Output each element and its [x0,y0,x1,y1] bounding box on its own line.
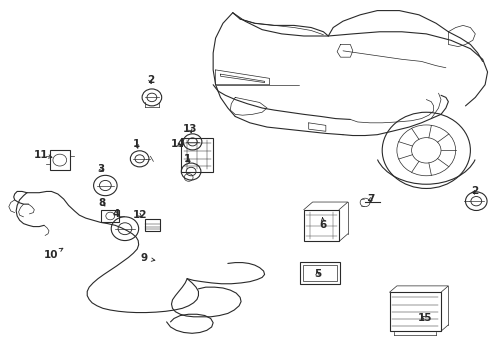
Text: 8: 8 [98,198,105,208]
Text: 1: 1 [133,139,140,149]
Text: 4: 4 [113,209,121,219]
Bar [50,150,70,170]
Text: 12: 12 [132,210,147,220]
Text: 2: 2 [471,186,478,197]
Bar [390,292,441,331]
Bar [181,138,213,171]
Bar [300,262,340,284]
Bar [304,210,339,242]
Text: 9: 9 [141,253,155,264]
Text: 5: 5 [314,269,321,279]
Bar [303,265,337,281]
Text: 6: 6 [320,217,327,230]
Text: 10: 10 [44,248,63,260]
Text: 2: 2 [147,76,154,85]
Text: 11: 11 [33,150,52,159]
Bar [145,219,160,231]
Text: 1: 1 [184,154,191,164]
Text: 3: 3 [98,165,105,174]
Bar [101,210,119,222]
Text: 13: 13 [183,124,197,134]
Text: 7: 7 [368,194,375,204]
Text: 14: 14 [171,139,185,149]
Text: 15: 15 [418,314,433,324]
